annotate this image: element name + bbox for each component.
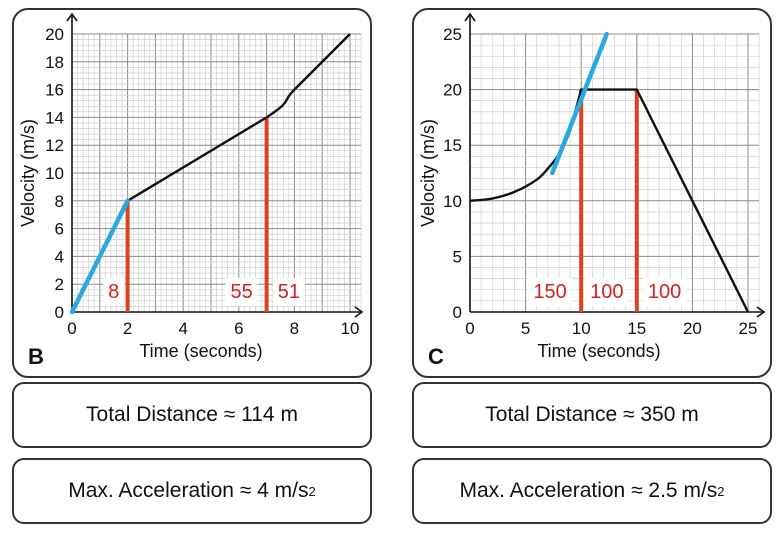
x-tick-label: 10: [341, 319, 360, 338]
y-tick-label: 20: [443, 81, 462, 100]
area-label: 8: [108, 281, 119, 303]
y-axis-label: Velocity (m/s): [418, 119, 438, 227]
area-label-bg: [585, 278, 629, 306]
y-tick-label: 2: [55, 275, 64, 294]
max-acceleration-box-b: Max. Acceleration ≈ 4 m/s 2: [12, 458, 372, 524]
x-tick-label: 0: [67, 319, 76, 338]
y-tick-label: 12: [45, 136, 64, 155]
x-tick-label: 20: [683, 319, 702, 338]
x-tick-label: 6: [234, 319, 243, 338]
y-tick-label: 14: [45, 108, 64, 127]
x-tick-label: 4: [178, 319, 187, 338]
y-axis-arrow: [464, 12, 476, 22]
tangent-line: [69, 198, 130, 315]
area-label-bg: [643, 278, 687, 306]
max-acceleration-box-c: Max. Acceleration ≈ 2.5 m/s 2: [412, 458, 772, 524]
area-label: 100: [648, 281, 681, 303]
area-label: 55: [230, 281, 252, 303]
y-tick-label: 20: [45, 25, 64, 44]
y-tick-label: 6: [55, 220, 64, 239]
y-tick-label: 18: [45, 53, 64, 72]
x-axis-arrow: [354, 306, 364, 318]
panel-label-b: B: [28, 344, 44, 369]
x-tick-label: 8: [290, 319, 299, 338]
y-axis-arrow: [66, 12, 78, 22]
grid-minor-b: [71, 33, 362, 313]
area-label: 150: [533, 281, 566, 303]
area-label-bg: [272, 278, 305, 306]
area-label: 51: [278, 281, 300, 303]
max-acceleration-c: Max. Acceleration ≈ 2.5 m/s: [459, 479, 718, 502]
x-axis-label: Time (seconds): [139, 341, 262, 361]
y-tick-label: 5: [453, 247, 462, 266]
area-label-bg: [225, 278, 258, 306]
tangent-line: [550, 31, 610, 176]
area-label: 100: [590, 281, 623, 303]
y-tick-label: 10: [45, 164, 64, 183]
chart-b-svg: 0 2 4 6 8 10 0 2 4 6 8 10 12 14 16 18 20 Time (seconds) Ve…: [18, 12, 364, 361]
chart-panel-c: 0 5 10 15 20 25 0 5 10 15 20 25 Time (seconds) Veloci…: [412, 8, 772, 378]
x-tick-label: 5: [521, 319, 530, 338]
grid-minor-c: [469, 33, 760, 313]
x-tick-label: 0: [465, 319, 474, 338]
velocity-curve: [70, 33, 351, 313]
y-tick-label: 0: [55, 303, 64, 322]
chart-panel-b: 0 2 4 6 8 10 0 2 4 6 8 10 12 14 16 18 20 Time (seconds) Ve…: [12, 8, 372, 378]
max-acceleration-b: Max. Acceleration ≈ 4 m/s: [68, 479, 309, 502]
y-axis-label: Velocity (m/s): [18, 119, 38, 227]
x-tick-label: 25: [739, 319, 758, 338]
y-tick-label: 4: [55, 247, 64, 266]
y-tick-label: 16: [45, 81, 64, 100]
total-distance-c: Total Distance ≈ 350 m: [485, 403, 699, 426]
total-distance-box-c: Total Distance ≈ 350 m: [412, 382, 772, 448]
y-tick-label: 25: [443, 25, 462, 44]
max-acceleration-c-exponent: 2: [717, 483, 725, 499]
max-acceleration-b-exponent: 2: [308, 483, 316, 499]
total-distance-b: Total Distance ≈ 114 m: [86, 403, 298, 426]
x-tick-label: 10: [572, 319, 591, 338]
x-axis-label: Time (seconds): [537, 341, 660, 361]
y-tick-label: 0: [453, 303, 462, 322]
x-tick-label: 15: [627, 319, 646, 338]
panel-label-c: C: [428, 344, 444, 369]
y-tick-label: 8: [55, 192, 64, 211]
x-tick-label: 2: [123, 319, 132, 338]
y-tick-label: 15: [443, 136, 462, 155]
area-label-bg: [103, 278, 125, 306]
area-label-bg: [528, 278, 572, 306]
total-distance-box-b: Total Distance ≈ 114 m: [12, 382, 372, 448]
x-axis-arrow: [756, 306, 766, 318]
y-tick-label: 10: [443, 192, 462, 211]
chart-c-svg: 0 5 10 15 20 25 0 5 10 15 20 25 Time (seconds) Veloci…: [418, 12, 766, 361]
